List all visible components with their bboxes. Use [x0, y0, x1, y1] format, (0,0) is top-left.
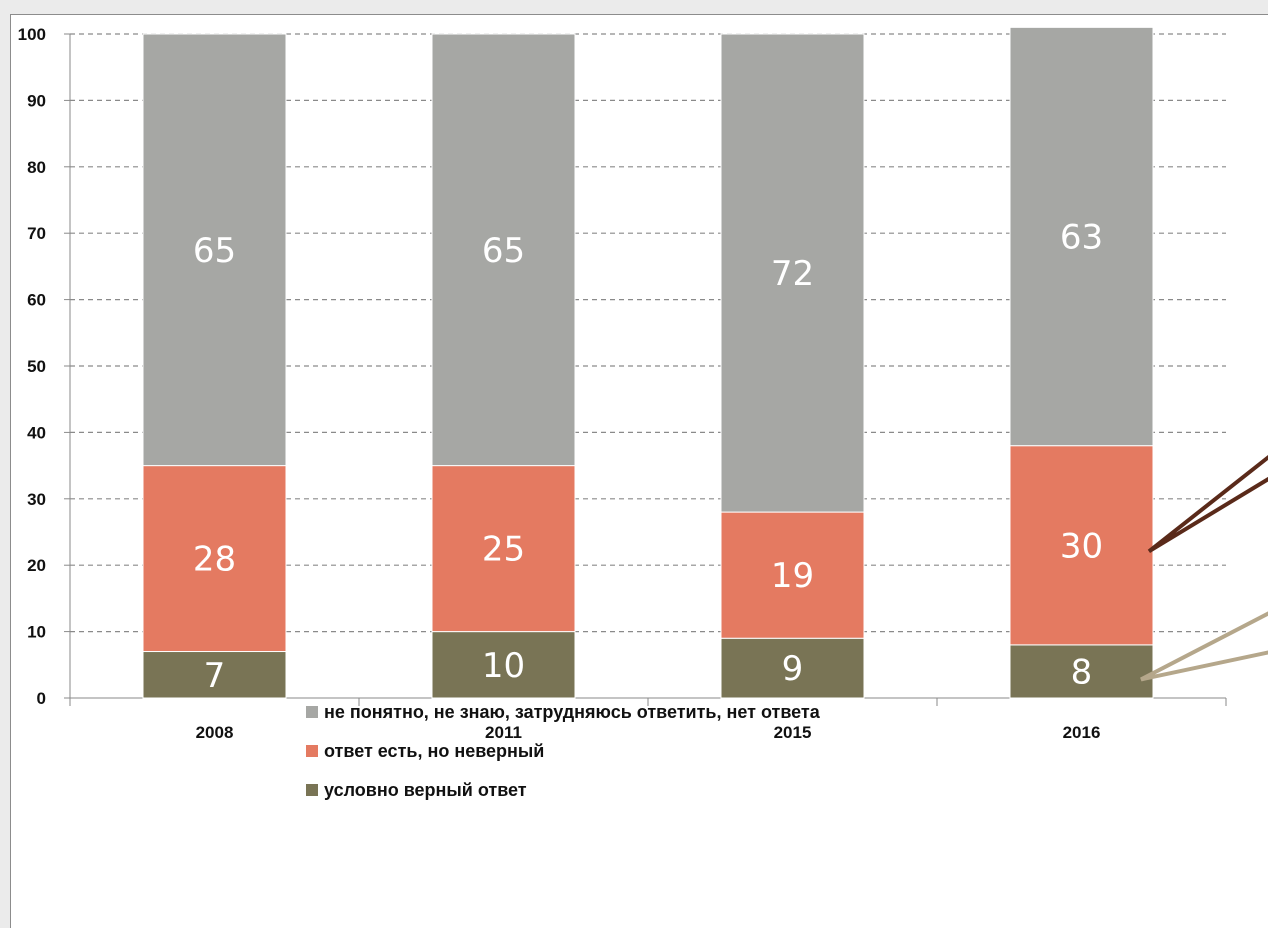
- x-tick-label: 2008: [196, 723, 234, 742]
- legend-label: ответ есть, но неверный: [324, 740, 545, 761]
- x-tick-label: 2015: [774, 723, 812, 742]
- y-tick-label: 40: [27, 423, 46, 442]
- bar-segment: [1009, 644, 1154, 699]
- data-label: 9: [782, 649, 804, 689]
- bar-segment: [1009, 26, 1154, 447]
- x-tick-label: 2016: [1063, 723, 1101, 742]
- legend-item: условно верный ответ: [306, 780, 1066, 800]
- y-tick-label: 10: [27, 623, 46, 642]
- bar-segment: [431, 33, 576, 467]
- y-tick-label: 50: [27, 357, 46, 376]
- bar-segment: [142, 651, 287, 699]
- data-label: 72: [771, 254, 814, 294]
- y-tick-label: 80: [27, 158, 46, 177]
- legend-swatch: [306, 784, 318, 796]
- bar-segment: [431, 465, 576, 633]
- annotation-arrow: [1140, 611, 1268, 682]
- bar-segment: [431, 631, 576, 699]
- data-label: 63: [1060, 218, 1103, 258]
- legend-item: не понятно, не знаю, затрудняюсь ответит…: [306, 702, 1066, 722]
- legend: не понятно, не знаю, затрудняюсь ответит…: [306, 702, 1066, 819]
- y-tick-label: 20: [27, 556, 46, 575]
- data-label: 10: [482, 646, 525, 686]
- annotation-arrow: [1147, 454, 1268, 553]
- x-tick-label: 2011: [485, 723, 522, 742]
- y-tick-label: 0: [37, 689, 46, 708]
- axes: 0 10 20 30 40 50 60 70 80 90 100 2008 2011 2015 2016: [18, 25, 1227, 742]
- data-label: 7: [204, 656, 226, 696]
- bar-segment: [720, 33, 865, 513]
- bar-segment: [720, 511, 865, 639]
- annotation-arrows: [1140, 454, 1268, 682]
- bar-segment: [142, 465, 287, 653]
- legend-swatch: [306, 706, 318, 718]
- data-label: 28: [193, 540, 236, 580]
- y-tick-label: 70: [27, 224, 46, 243]
- y-tick-label: 90: [27, 91, 46, 110]
- legend-swatch: [306, 745, 318, 757]
- y-tick-label: 100: [18, 25, 46, 44]
- y-tick-label: 30: [27, 490, 46, 509]
- legend-label: условно верный ответ: [324, 779, 527, 800]
- bar-segment: [720, 637, 865, 699]
- data-label: 65: [482, 231, 525, 271]
- data-label: 65: [193, 231, 236, 271]
- data-label: 8: [1071, 652, 1093, 692]
- data-label: 30: [1060, 526, 1103, 566]
- y-tick-label: 60: [27, 291, 46, 310]
- bar-segment: [1009, 445, 1154, 646]
- bar-segment: [142, 33, 287, 467]
- legend-label: не понятно, не знаю, затрудняюсь ответит…: [324, 701, 820, 722]
- data-label: 25: [482, 530, 525, 570]
- bars: [142, 26, 1154, 699]
- legend-item: ответ есть, но неверный: [306, 741, 1066, 761]
- data-label: 19: [771, 556, 814, 596]
